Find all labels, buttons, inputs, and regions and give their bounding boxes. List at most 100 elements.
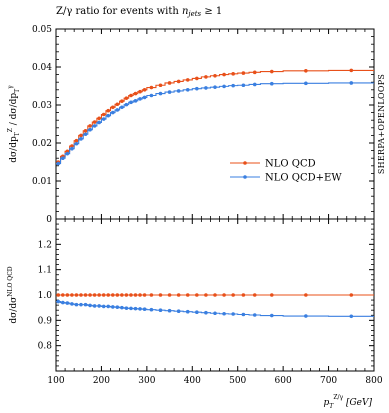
x-tick-label: 200 — [93, 376, 110, 386]
ratio-data-point-nlo-qcd-ew — [97, 304, 101, 308]
main-data-point-nlo-qcd-ew — [176, 89, 181, 93]
main-data-point-nlo-qcd — [195, 76, 199, 81]
y-tick-label: 0.03 — [32, 101, 52, 111]
ratio-panel: 0.8 0.9 1.0 1.1 1.2 100 200 300 400 500 600 700 800… — [7, 29, 383, 410]
y-tick-label: 0.01 — [32, 177, 52, 187]
main-plot-frame — [55, 28, 375, 220]
main-data-point-nlo-qcd-ew — [92, 124, 97, 128]
main-data-point-nlo-qcd — [269, 69, 274, 74]
ratio-data-point-nlo-qcd — [129, 293, 133, 297]
main-data-point-nlo-qcd — [88, 124, 92, 128]
ratio-data-point-nlo-qcd-ew — [138, 307, 142, 311]
main-data-point-nlo-qcd-ew — [65, 151, 70, 156]
y-tick-label: 0 — [46, 215, 52, 225]
main-data-point-nlo-qcd — [149, 85, 154, 90]
ratio-data-point-nlo-qcd — [195, 293, 199, 297]
x-tick-label: 500 — [229, 376, 246, 386]
ratio-data-point-nlo-qcd-ew — [88, 303, 92, 308]
main-data-point-nlo-qcd-ew — [61, 156, 65, 160]
main-data-point-nlo-qcd-ew — [142, 95, 147, 100]
ratio-series — [56, 293, 374, 319]
ratio-data-point-nlo-qcd — [213, 293, 217, 297]
ratio-data-point-nlo-qcd-ew — [204, 310, 208, 315]
ratio-data-point-nlo-qcd-ew — [213, 311, 217, 316]
ratio-data-point-nlo-qcd-ew — [185, 309, 190, 314]
ratio-data-point-nlo-qcd — [74, 293, 79, 297]
ratio-y-tick-label: 0.8 — [38, 342, 53, 352]
main-data-point-nlo-qcd — [213, 73, 217, 78]
ratio-data-point-nlo-qcd — [115, 293, 120, 297]
main-data-point-nlo-qcd-ew — [110, 110, 115, 115]
ratio-data-point-nlo-qcd — [110, 293, 115, 297]
main-data-point-nlo-qcd — [83, 129, 88, 133]
main-data-point-nlo-qcd-ew — [195, 86, 199, 91]
ratio-data-point-nlo-qcd-ew — [92, 304, 97, 308]
main-y-ticks: 0 0.01 0.02 0.03 0.04 0.05 — [32, 25, 374, 225]
ratio-data-point-nlo-qcd-ew — [269, 313, 274, 318]
main-data-point-nlo-qcd-ew — [56, 161, 61, 166]
ratio-data-point-nlo-qcd-ew — [74, 302, 79, 307]
ratio-data-point-nlo-qcd — [149, 293, 154, 297]
main-data-point-nlo-qcd — [349, 68, 354, 73]
legend-marker — [243, 161, 247, 165]
x-tick-label: 700 — [320, 376, 337, 386]
ratio-data-point-nlo-qcd-ew — [120, 305, 124, 310]
x-tick-label: 100 — [47, 376, 64, 386]
ratio-data-point-nlo-qcd-ew — [65, 301, 70, 305]
main-data-point-nlo-qcd-ew — [133, 99, 138, 103]
main-data-point-nlo-qcd-ew — [213, 85, 217, 89]
main-data-point-nlo-qcd — [138, 89, 142, 94]
main-series-line-nlo-qcd-ew — [56, 82, 374, 165]
main-y-axis-label: dσ/dpTZ / dσ/dpTγ — [7, 85, 21, 163]
ratio-data-point-nlo-qcd-ew — [231, 312, 235, 316]
main-data-point-nlo-qcd — [142, 88, 147, 92]
ratio-data-point-nlo-qcd — [120, 293, 124, 297]
main-data-point-nlo-qcd-ew — [138, 97, 142, 101]
main-data-point-nlo-qcd-ew — [167, 90, 172, 94]
ratio-data-point-nlo-qcd-ew — [70, 302, 74, 306]
main-data-point-nlo-qcd — [185, 78, 190, 82]
main-data-point-nlo-qcd — [115, 102, 120, 107]
ratio-y-axis-label: dσ/dσNLO QCD — [7, 266, 19, 323]
ratio-data-point-nlo-qcd-ew — [167, 308, 172, 313]
ratio-data-point-nlo-qcd — [231, 293, 235, 297]
ratio-data-point-nlo-qcd-ew — [101, 304, 106, 309]
ratio-data-point-nlo-qcd — [106, 293, 111, 297]
ratio-data-point-nlo-qcd-ew — [195, 310, 199, 315]
main-data-point-nlo-qcd — [79, 133, 83, 138]
main-data-point-nlo-qcd — [110, 105, 115, 110]
ratio-data-point-nlo-qcd — [101, 293, 106, 297]
main-data-point-nlo-qcd-ew — [269, 81, 274, 86]
main-data-point-nlo-qcd-ew — [88, 127, 92, 132]
chart-title: Z/γ ratio for events with njets ≥ 1 — [56, 6, 222, 18]
y-tick-label: 0.04 — [32, 63, 52, 73]
ratio-data-point-nlo-qcd — [222, 293, 226, 297]
ratio-data-point-nlo-qcd — [88, 293, 92, 297]
main-data-point-nlo-qcd — [120, 99, 124, 103]
main-data-point-nlo-qcd — [167, 81, 172, 85]
main-data-point-nlo-qcd-ew — [241, 83, 246, 88]
main-data-point-nlo-qcd — [158, 83, 163, 88]
main-data-point-nlo-qcd — [204, 75, 208, 79]
main-data-point-nlo-qcd — [124, 96, 129, 100]
main-data-point-nlo-qcd-ew — [129, 100, 133, 105]
x-tick-label: 800 — [365, 376, 382, 386]
ratio-data-point-nlo-qcd-ew — [83, 302, 88, 307]
main-data-point-nlo-qcd-ew — [204, 86, 208, 90]
main-data-point-nlo-qcd — [304, 69, 308, 73]
ratio-data-point-nlo-qcd — [158, 293, 163, 297]
main-data-point-nlo-qcd — [97, 116, 101, 121]
x-tick-label: 400 — [184, 376, 201, 386]
main-data-point-nlo-qcd-ew — [70, 146, 74, 151]
ratio-data-point-nlo-qcd-ew — [115, 305, 120, 309]
side-label: SHERPA+OPENLOOPS — [377, 74, 386, 174]
main-data-point-nlo-qcd-ew — [120, 105, 124, 110]
main-data-point-nlo-qcd — [106, 108, 111, 113]
main-data-point-nlo-qcd-ew — [252, 82, 257, 87]
main-data-point-nlo-qcd — [70, 144, 74, 148]
main-data-point-nlo-qcd — [176, 79, 181, 84]
ratio-data-point-nlo-qcd — [185, 293, 190, 297]
main-data-point-nlo-qcd — [92, 120, 97, 124]
